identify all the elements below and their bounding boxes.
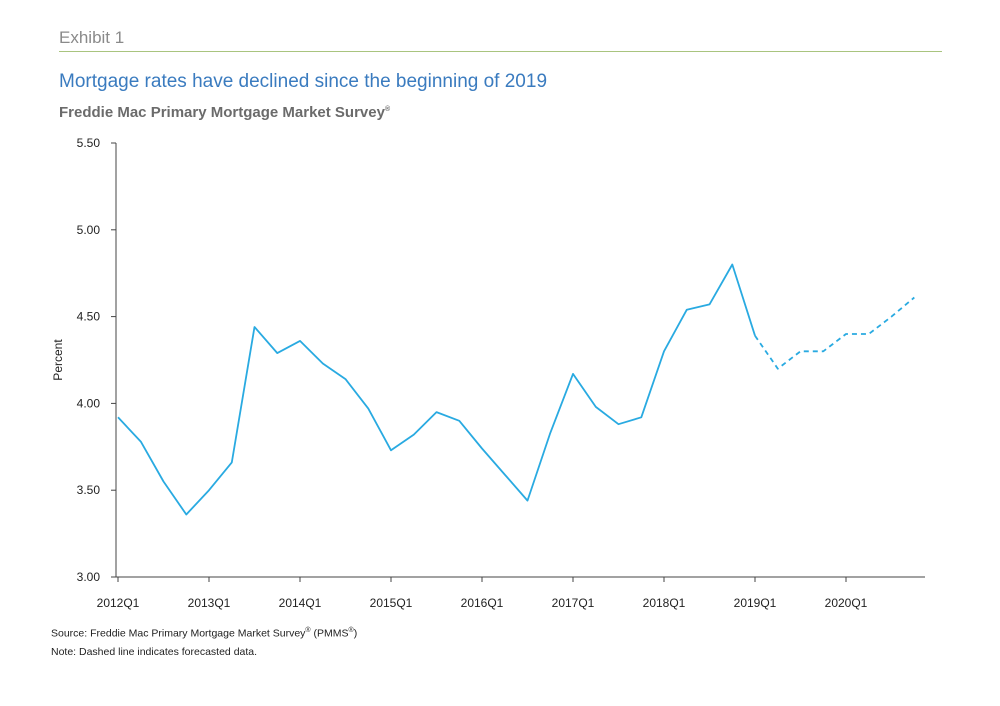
x-tick-label: 2013Q1 bbox=[188, 596, 231, 610]
y-tick-label: 5.00 bbox=[77, 223, 101, 237]
y-axis-label: Percent bbox=[51, 339, 65, 381]
y-tick-label: 4.50 bbox=[77, 310, 101, 324]
header-divider bbox=[59, 51, 942, 52]
y-tick-label: 5.50 bbox=[77, 136, 101, 150]
x-tick-label: 2019Q1 bbox=[734, 596, 777, 610]
x-tick-label: 2014Q1 bbox=[279, 596, 322, 610]
registered-mark: ® bbox=[384, 106, 391, 113]
y-tick-label: 3.50 bbox=[77, 483, 101, 497]
source-close: ) bbox=[353, 627, 358, 640]
source-registered-mark: ® bbox=[305, 627, 311, 634]
x-tick-label: 2020Q1 bbox=[825, 596, 868, 610]
exhibit-label: Exhibit 1 bbox=[59, 28, 125, 47]
x-tick-label: 2016Q1 bbox=[461, 596, 504, 610]
chart-title: Mortgage rates have declined since the b… bbox=[59, 71, 548, 92]
forecast-series-line bbox=[754, 296, 915, 370]
x-tick-label: 2012Q1 bbox=[97, 596, 140, 610]
actual-series-line bbox=[117, 263, 756, 516]
chart-subtitle: Freddie Mac Primary Mortgage Market Surv… bbox=[59, 104, 390, 121]
forecast-note: Note: Dashed line indicates forecasted d… bbox=[51, 646, 258, 658]
source-text: Source: Freddie Mac Primary Mortgage Mar… bbox=[51, 627, 306, 640]
x-tick-label: 2018Q1 bbox=[643, 596, 686, 610]
y-tick-label: 4.00 bbox=[77, 396, 101, 410]
source-note: Source: Freddie Mac Primary Mortgage Mar… bbox=[51, 627, 357, 640]
subtitle-text: Freddie Mac Primary Mortgage Market Surv… bbox=[59, 104, 385, 121]
x-tick-label: 2017Q1 bbox=[552, 596, 595, 610]
source-registered-mark-2: ® bbox=[348, 627, 354, 634]
source-abbrev: (PMMS bbox=[310, 627, 349, 640]
y-tick-label: 3.00 bbox=[77, 570, 101, 584]
x-tick-label: 2015Q1 bbox=[370, 596, 413, 610]
